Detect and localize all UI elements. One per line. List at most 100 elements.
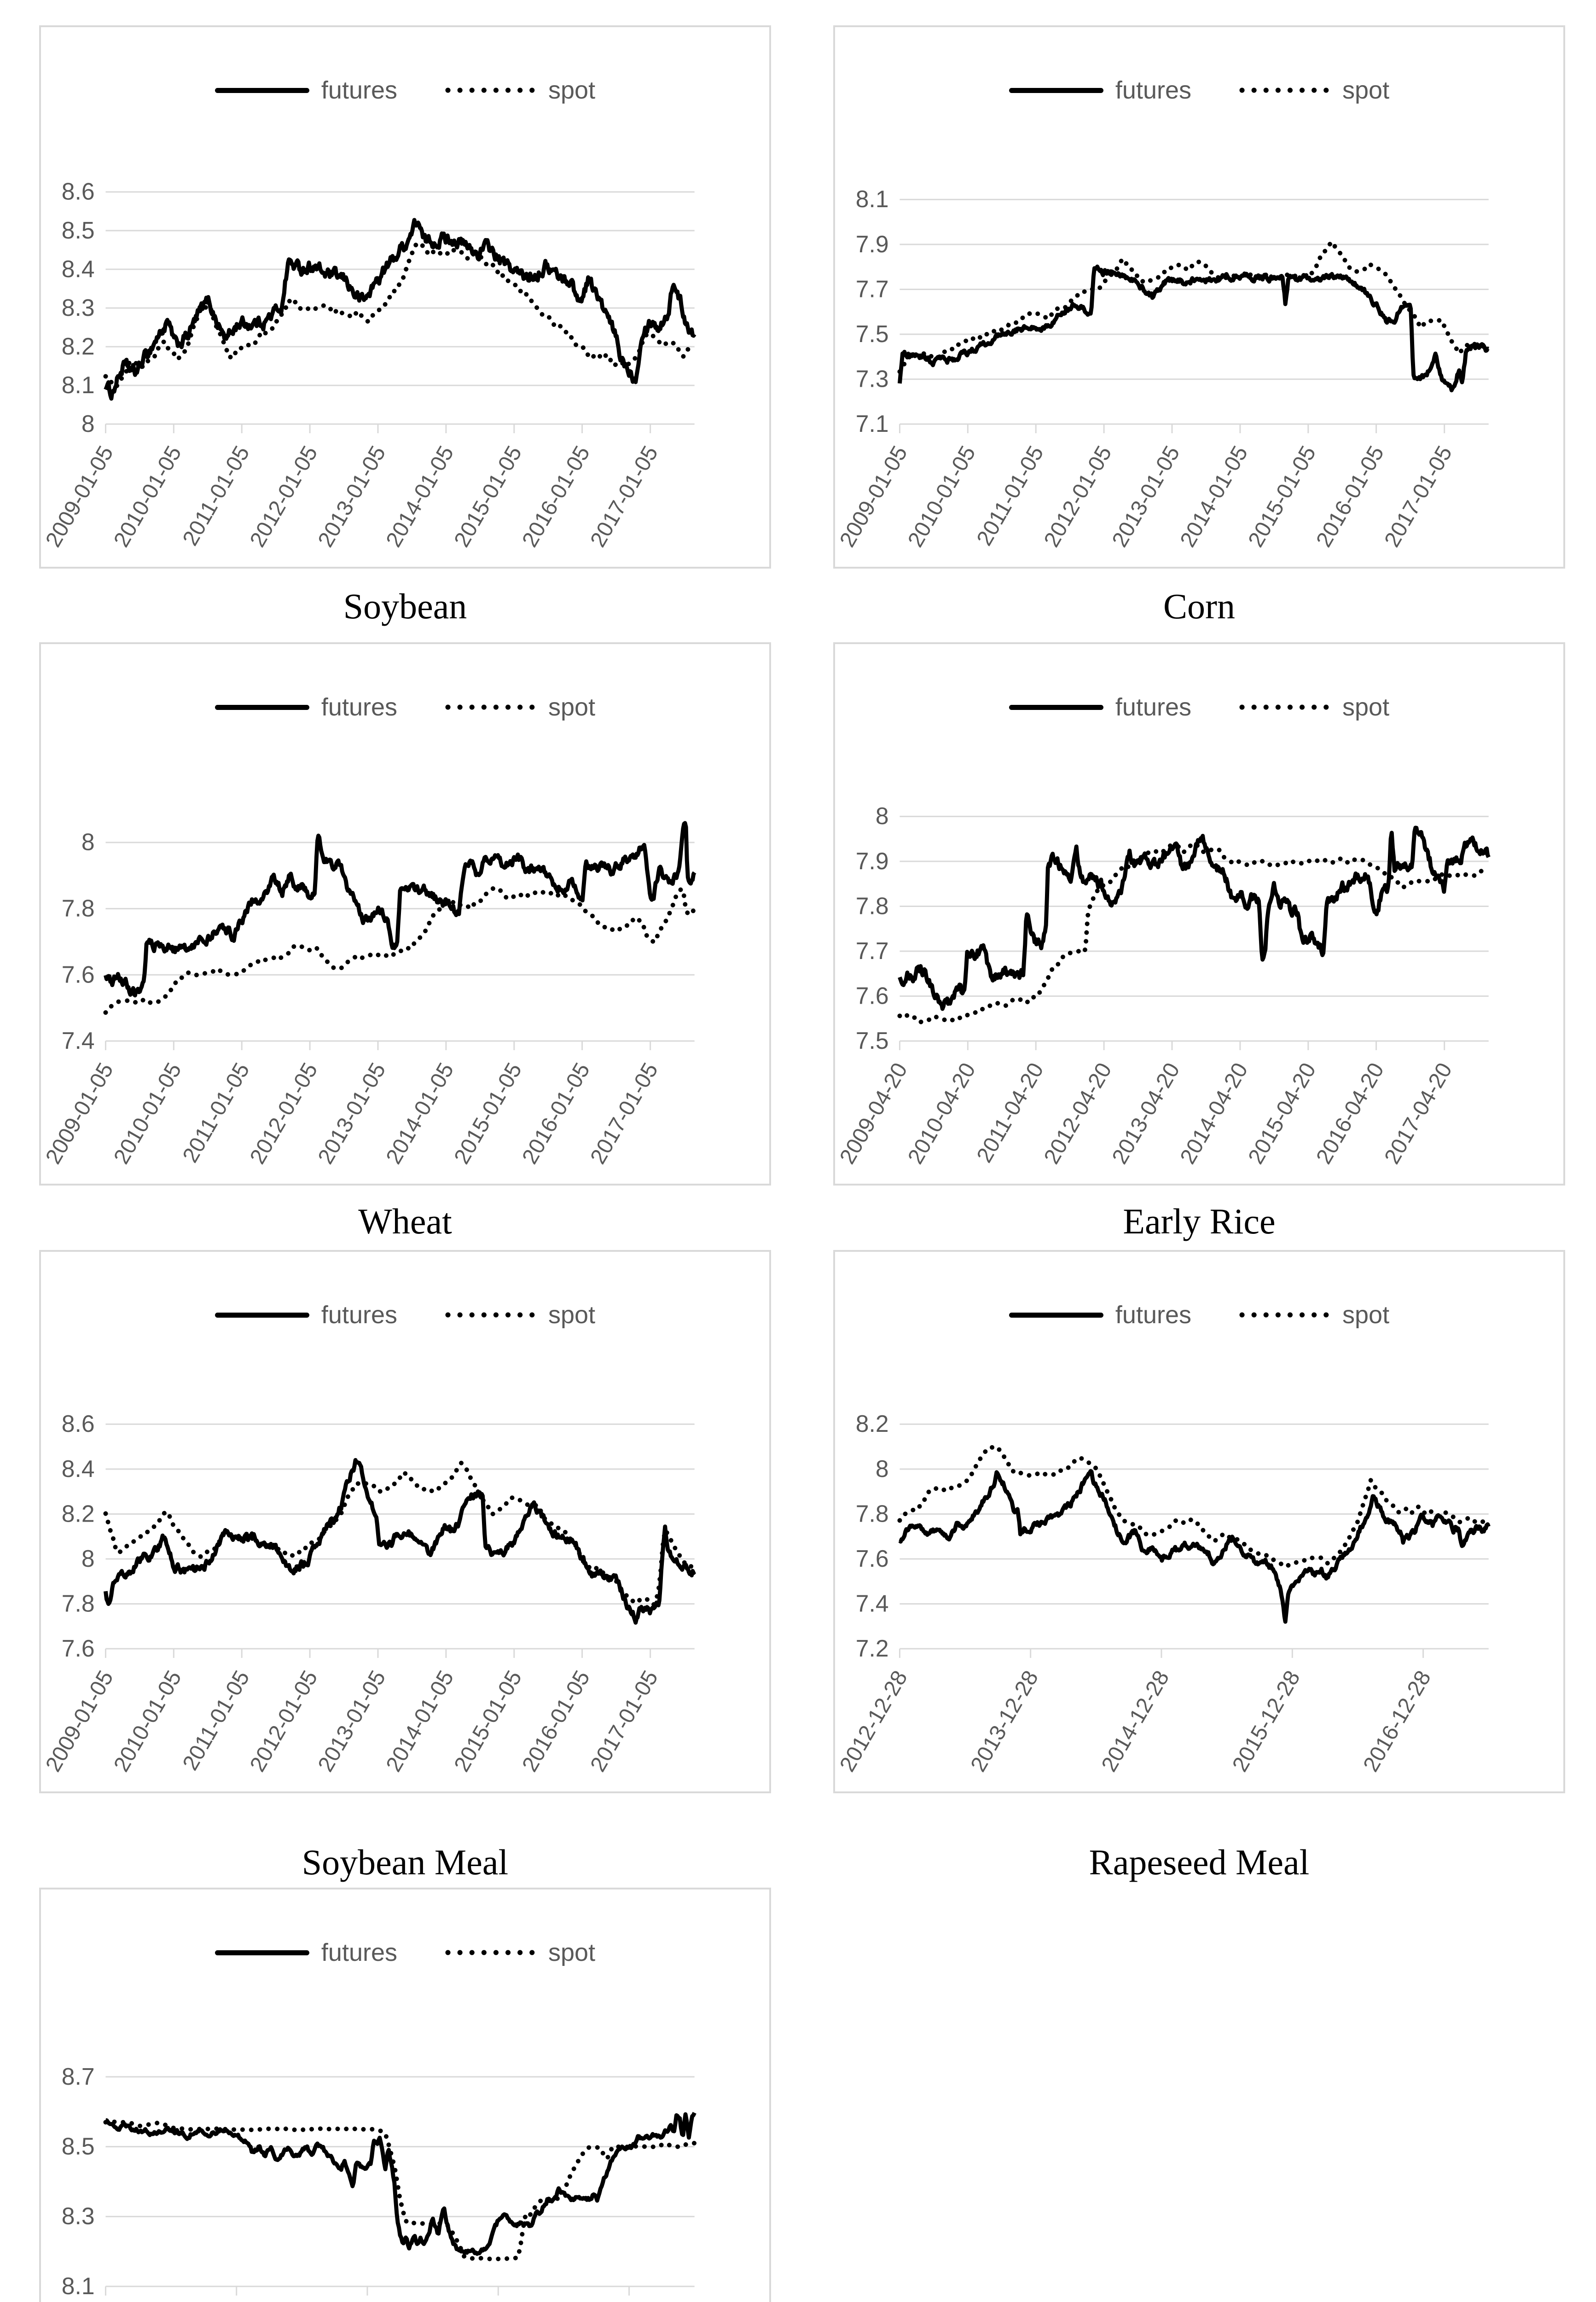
y-tick-label: 7.8 [62, 895, 95, 921]
legend-spot-label: spot [548, 1939, 596, 1966]
x-tick-label: 2013-01-05 [313, 442, 391, 552]
spot-series-path [103, 885, 697, 1015]
chart-panel-early-rice: futures spot 7.5 7.6 7.7 7.8 7.9 8 2009-04-20 2… [833, 642, 1565, 1186]
x-tick-label: 2014-01-05 [382, 1059, 459, 1168]
x-tick-label: 2016-01-05 [517, 442, 595, 552]
x-tick-label: 2012-04-20 [1039, 1059, 1117, 1168]
x-tick-label: 2012-01-05 [245, 1059, 323, 1168]
futures-series-path [104, 218, 696, 401]
x-tick-label: 2015-12-28 [1228, 1667, 1305, 1776]
futures-line-sample [215, 87, 309, 93]
y-tick-label: 8 [81, 410, 95, 437]
x-tick-label: 2014-04-20 [1176, 1059, 1253, 1168]
y-tick-label: 7.1 [856, 410, 889, 437]
x-tick-label: 2014-01-05 [1176, 442, 1253, 552]
x-tick-label: 2011-04-20 [972, 1059, 1049, 1167]
spot-series-path [897, 1443, 1491, 1570]
y-tick-label: 8.3 [62, 2203, 95, 2229]
y-tick-label: 7.6 [62, 1635, 95, 1662]
chart-legend: futures spot [835, 1302, 1563, 1327]
y-tick-label: 8.2 [856, 1410, 889, 1437]
x-tick-label: 2009-04-20 [835, 1059, 912, 1168]
x-tick-label: 2012-12-28 [835, 1667, 912, 1776]
chart-title: Soybean Meal [302, 1842, 509, 1882]
chart-legend: futures spot [41, 78, 769, 103]
y-tick-label: 8.5 [62, 217, 95, 244]
chart-panel-rapeseed-meal: futures spot 7.2 7.4 7.6 7.8 8 8.2 2012-12-28 2… [833, 1250, 1565, 1793]
legend-futures-label: futures [1115, 693, 1191, 721]
x-tick-label: 2010-01-05 [109, 1667, 186, 1776]
futures-series-path [104, 2112, 696, 2256]
x-tick-label: 2011-01-05 [972, 442, 1049, 550]
y-tick-label: 7.8 [62, 1590, 95, 1616]
futures-series-path [898, 825, 1491, 1011]
legend-futures-label: futures [321, 76, 397, 104]
futures-series-path [898, 1469, 1491, 1624]
plot-area: 7.5 7.6 7.7 7.8 7.9 8 2009-04-202010-04-202011… [835, 802, 1491, 1168]
y-tick-label: 8.4 [62, 1455, 95, 1482]
y-tick-label: 8 [876, 1455, 889, 1482]
x-tick-label: 2010-01-05 [109, 442, 186, 552]
x-tick-label: 2009-01-05 [41, 1667, 118, 1776]
chart-legend: futures spot [41, 695, 769, 720]
y-tick-label: 7.6 [62, 961, 95, 988]
x-tick-label: 2016-12-28 [1358, 1667, 1436, 1776]
y-tick-label: 8.4 [62, 256, 95, 282]
chart-legend: futures spot [41, 1940, 769, 1965]
futures-line-sample [1009, 87, 1103, 93]
y-tick-label: 7.7 [856, 937, 889, 964]
plot-area: 8.18.38.58.72012-12-282013-12-282014-12-… [62, 2063, 697, 2299]
y-tick-label: 7.9 [856, 231, 889, 257]
x-tick-label: 2016-01-05 [1312, 442, 1389, 552]
y-tick-label: 8.7 [62, 2063, 95, 2090]
x-tick-label: 2015-04-20 [1243, 1059, 1321, 1168]
plot-area: 88.18.28.38.48.58.62009-01-052010-01-052… [41, 178, 697, 552]
legend-futures-label: futures [1115, 76, 1191, 104]
x-tick-label: 2016-04-20 [1312, 1059, 1389, 1168]
y-tick-label: 8.2 [62, 333, 95, 360]
x-tick-label: 2013-12-28 [966, 1667, 1043, 1776]
x-tick-label: 2009-01-05 [41, 1059, 118, 1168]
x-tick-label: 2012-01-05 [1039, 442, 1117, 552]
legend-spot-label: spot [548, 1301, 596, 1329]
futures-line-sample [215, 1950, 309, 1955]
futures-line-sample [215, 704, 309, 710]
chart-title: Early Rice [1123, 1201, 1276, 1241]
plot-area: 7.17.37.57.77.98.12009-01-052010-01-0520… [835, 186, 1491, 552]
x-tick-label: 2017-01-05 [586, 1667, 663, 1776]
spot-series-path [103, 1459, 697, 1607]
x-tick-label: 2013-01-05 [313, 1059, 391, 1168]
x-tick-label: 2009-01-05 [835, 442, 912, 552]
spot-series-path [897, 840, 1491, 1025]
plot-area: 7.2 7.4 7.6 7.8 8 8.2 2012-12-28 2013-12-28 2014… [835, 1410, 1491, 1776]
spot-line-sample [445, 1312, 535, 1318]
chart-title: Soybean [343, 586, 467, 626]
y-tick-label: 8.3 [62, 294, 95, 321]
x-tick-label: 2016-01-05 [517, 1059, 595, 1168]
x-tick-label: 2015-01-05 [449, 442, 527, 552]
x-tick-label: 2011-01-05 [178, 1667, 255, 1775]
x-tick-label: 2009-01-05 [41, 442, 118, 552]
legend-futures-label: futures [1115, 1301, 1191, 1329]
legend-spot-label: spot [1342, 76, 1390, 104]
futures-line-sample [215, 1312, 309, 1318]
y-tick-label: 8.1 [62, 372, 95, 398]
spot-line-sample [1239, 87, 1329, 93]
legend-spot-label: spot [1342, 693, 1390, 721]
y-tick-label: 7.2 [856, 1635, 889, 1662]
y-tick-label: 7.4 [856, 1590, 889, 1616]
x-tick-label: 2010-01-05 [109, 1059, 186, 1168]
y-tick-label: 8.5 [62, 2133, 95, 2159]
x-tick-label: 2012-01-05 [245, 1667, 323, 1776]
spot-line-sample [445, 87, 535, 93]
x-tick-label: 2010-04-20 [903, 1059, 981, 1168]
y-tick-label: 8 [81, 829, 95, 855]
y-tick-label: 7.5 [856, 320, 889, 347]
x-tick-label: 2016-01-05 [517, 1667, 595, 1776]
legend-spot-label: spot [548, 76, 596, 104]
y-tick-label: 7.5 [856, 1027, 889, 1054]
x-tick-label: 2015-01-05 [449, 1667, 527, 1776]
chart-panel-soybean-meal: futures spot 7.6 7.8 8 8.2 8.4 8.6 2009-01-05 2… [39, 1250, 771, 1793]
futures-series-path [897, 264, 1490, 393]
